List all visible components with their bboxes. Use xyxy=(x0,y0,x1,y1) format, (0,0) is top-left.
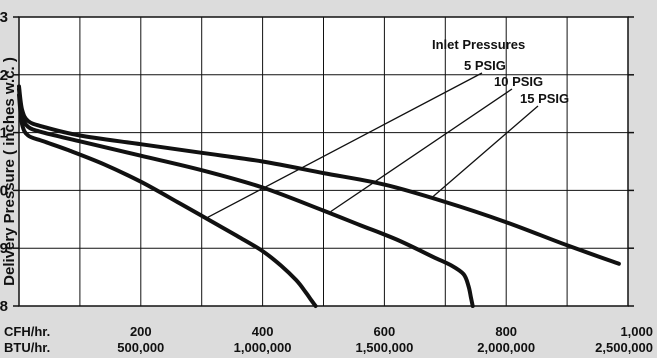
x-tick-label: 200 xyxy=(130,324,152,339)
x-tick-label: 1,000,000 xyxy=(234,340,292,355)
y-axis-ticks: 8 9 10 11 12 13 xyxy=(0,9,634,315)
x-row-label: CFH/hr. xyxy=(4,324,50,339)
leader-line xyxy=(207,72,483,218)
x-tick-label: 1,000 xyxy=(620,324,653,339)
x-tick-label: 800 xyxy=(495,324,517,339)
y-axis-label: Delivery Pressure ( inches w.c. ) xyxy=(1,57,18,286)
x-tick-label: 1,500,000 xyxy=(355,340,413,355)
x-row-label: BTU/hr. xyxy=(4,340,50,355)
x-tick-label: 500,000 xyxy=(117,340,164,355)
series-line-1 xyxy=(17,87,475,308)
leader-line xyxy=(330,88,513,213)
y-tick-label: 13 xyxy=(0,9,8,26)
y-tick-label: 8 xyxy=(0,298,8,315)
x-tick-label: 600 xyxy=(374,324,396,339)
y-tick-label: 10 xyxy=(0,182,8,199)
x-tick-label: 2,000,000 xyxy=(477,340,535,355)
series-label: 10 PSIG xyxy=(494,74,543,89)
series-line-2 xyxy=(17,84,621,266)
series-lines xyxy=(17,84,621,308)
y-tick-label: 9 xyxy=(0,240,8,257)
legend-title: Inlet Pressures xyxy=(432,37,525,52)
x-axis-rows: CFH/hr. 200 400 600 800 1,000 BTU/hr. 500,000 1,… xyxy=(4,324,653,355)
series-label: 15 PSIG xyxy=(520,91,569,106)
y-tick-label: 11 xyxy=(0,125,8,142)
x-tick-label: 400 xyxy=(252,324,274,339)
grid xyxy=(19,17,628,306)
plot-frame xyxy=(18,16,629,307)
series-line-0 xyxy=(17,93,318,308)
x-tick-label: 2,500,000 xyxy=(595,340,653,355)
leader-line xyxy=(432,105,539,197)
y-tick-label: 12 xyxy=(0,67,8,84)
series-label: 5 PSIG xyxy=(464,58,506,73)
